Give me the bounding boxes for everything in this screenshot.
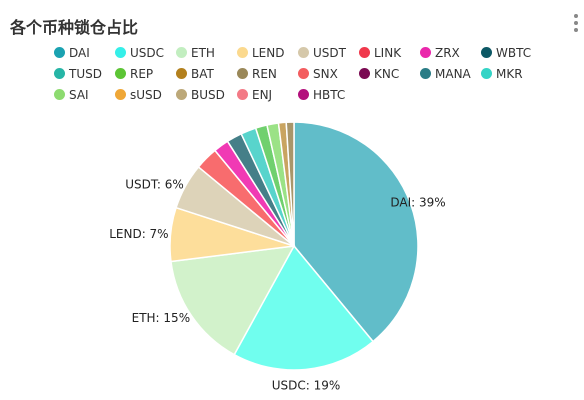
legend-item-mkr[interactable]: MKR [481, 65, 542, 83]
legend-swatch [115, 47, 126, 58]
legend-item-lend[interactable]: LEND [237, 44, 298, 62]
legend-item-mana[interactable]: MANA [420, 65, 481, 83]
legend-item-hbtc[interactable]: HBTC [298, 86, 359, 104]
legend-label: sUSD [130, 87, 162, 102]
legend-label: MANA [435, 66, 471, 81]
legend-swatch [176, 47, 187, 58]
legend-label: USDC [130, 45, 165, 60]
legend-item-dai[interactable]: DAI [54, 44, 115, 62]
legend-item-busd[interactable]: BUSD [176, 86, 237, 104]
legend-swatch [115, 89, 126, 100]
legend-swatch [298, 68, 309, 79]
legend-row: SAI sUSD BUSD ENJ HBTC [54, 84, 574, 105]
legend-item-eth[interactable]: ETH [176, 44, 237, 62]
pie-slice-dai[interactable] [293, 121, 419, 343]
more-vertical-icon[interactable] [572, 14, 580, 36]
legend-label: ENJ [252, 87, 273, 102]
legend-swatch [54, 47, 65, 58]
slice-label-lend: LEND: 7% [109, 227, 168, 241]
legend-item-wbtc[interactable]: WBTC [481, 44, 542, 62]
legend-label: WBTC [496, 45, 532, 60]
pie-slice-eth[interactable] [170, 245, 296, 356]
legend-item-ren[interactable]: REN [237, 65, 298, 83]
legend-label: SAI [69, 87, 89, 102]
legend-swatch [481, 47, 492, 58]
legend-label: MKR [496, 66, 523, 81]
legend-swatch [420, 47, 431, 58]
legend-item-knc[interactable]: KNC [359, 65, 420, 83]
legend-swatch [237, 47, 248, 58]
legend-label: REP [130, 66, 154, 81]
pie-slice-usdc[interactable] [233, 244, 375, 371]
legend-label: BAT [191, 66, 214, 81]
legend-swatch [420, 68, 431, 79]
legend-swatch [359, 68, 370, 79]
legend-swatch [176, 68, 187, 79]
slice-label-eth: ETH: 15% [132, 311, 190, 325]
legend-item-usdt[interactable]: USDT [298, 44, 359, 62]
legend-label: TUSD [69, 66, 102, 81]
legend-label: HBTC [313, 87, 346, 102]
legend-item-link[interactable]: LINK [359, 44, 420, 62]
legend-item-bat[interactable]: BAT [176, 65, 237, 83]
chart-title: 各个币种锁仓占比 [10, 18, 139, 37]
legend-swatch [298, 47, 309, 58]
legend-swatch [54, 89, 65, 100]
legend-label: LINK [374, 45, 402, 60]
legend-label: ETH [191, 45, 215, 60]
legend-label: BUSD [191, 87, 225, 102]
legend-item-rep[interactable]: REP [115, 65, 176, 83]
pie-slice-ren[interactable] [285, 121, 295, 247]
chart-legend: DAI USDC ETH LEND USDT LINK ZRX WBTC TUSD REP BAT R… [54, 42, 574, 105]
legend-row: TUSD REP BAT REN SNX KNC MANA MKR [54, 63, 574, 84]
legend-row: DAI USDC ETH LEND USDT LINK ZRX WBTC [54, 42, 574, 63]
legend-swatch [481, 68, 492, 79]
legend-label: KNC [374, 66, 400, 81]
legend-item-sai[interactable]: SAI [54, 86, 115, 104]
legend-swatch [237, 89, 248, 100]
legend-item-susd[interactable]: sUSD [115, 86, 176, 104]
legend-label: LEND [252, 45, 285, 60]
legend-swatch [115, 68, 126, 79]
legend-swatch [176, 89, 187, 100]
slice-label-usdc: USDC: 19% [272, 378, 341, 392]
slice-label-dai: DAI: 39% [390, 196, 445, 210]
legend-item-snx[interactable]: SNX [298, 65, 359, 83]
legend-label: DAI [69, 45, 90, 60]
legend-label: REN [252, 66, 277, 81]
legend-item-usdc[interactable]: USDC [115, 44, 176, 62]
legend-swatch [237, 68, 248, 79]
legend-label: USDT [313, 45, 346, 60]
legend-swatch [298, 89, 309, 100]
slice-label-usdt: USDT: 6% [125, 177, 184, 191]
legend-swatch [54, 68, 65, 79]
legend-item-zrx[interactable]: ZRX [420, 44, 481, 62]
legend-item-enj[interactable]: ENJ [237, 86, 298, 104]
legend-label: SNX [313, 66, 338, 81]
legend-swatch [359, 47, 370, 58]
legend-label: ZRX [435, 45, 460, 60]
legend-item-tusd[interactable]: TUSD [54, 65, 115, 83]
